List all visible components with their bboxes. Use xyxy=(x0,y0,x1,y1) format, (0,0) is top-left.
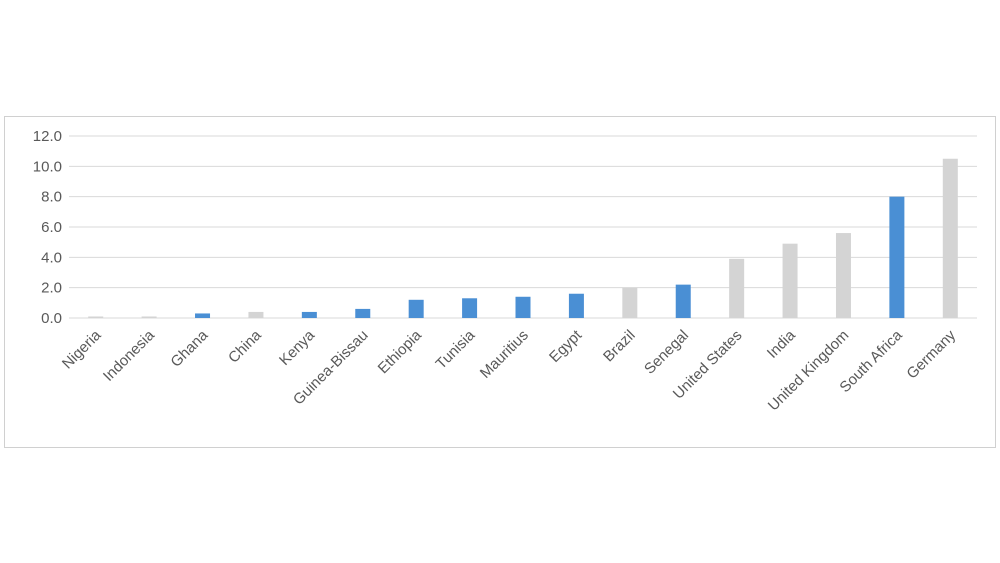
x-category-label: Mauritius xyxy=(477,327,532,382)
bar-ghana xyxy=(195,313,211,318)
bar-tunisia xyxy=(462,298,478,318)
x-category-label: India xyxy=(764,326,799,361)
y-tick-label: 2.0 xyxy=(41,280,62,297)
y-tick-label: 6.0 xyxy=(41,219,62,236)
x-category-label: Nigeria xyxy=(59,326,105,372)
y-tick-label: 0.0 xyxy=(41,310,62,327)
y-axis-ticks: 0.0 2.0 4.0 6.0 8.0 10.0 12.0 xyxy=(33,128,62,327)
bar-south-africa xyxy=(889,196,905,318)
gridlines xyxy=(69,135,977,319)
bar-brazil xyxy=(622,287,638,318)
x-category-label: Ghana xyxy=(167,326,211,370)
y-tick-label: 12.0 xyxy=(33,128,62,145)
bar-indonesia xyxy=(141,316,157,318)
bar-kenya xyxy=(301,311,317,318)
y-tick-label: 8.0 xyxy=(41,189,62,206)
bar-germany xyxy=(942,158,958,318)
x-category-label: Kenya xyxy=(276,326,319,369)
bar-china xyxy=(248,311,264,318)
bar-nigeria xyxy=(88,316,104,318)
x-category-label: Tunisia xyxy=(433,326,479,372)
chart-frame: 0.0 2.0 4.0 6.0 8.0 10.0 12.0 Nigeria Indonesia… xyxy=(4,116,996,448)
bar-egypt xyxy=(568,293,584,318)
bar-chart: 0.0 2.0 4.0 6.0 8.0 10.0 12.0 NigeriaIndonesia… xyxy=(33,128,977,414)
x-category-label: China xyxy=(225,326,265,366)
bar-mauritius xyxy=(515,296,531,318)
bars xyxy=(88,158,958,318)
bar-india xyxy=(782,243,798,318)
y-tick-label: 4.0 xyxy=(41,249,62,266)
bar-ethiopia xyxy=(408,299,424,318)
x-category-label: Ethiopia xyxy=(375,326,426,377)
x-category-label: Germany xyxy=(903,326,959,382)
bar-united-kingdom xyxy=(835,233,851,318)
x-category-label: Indonesia xyxy=(100,326,158,384)
bar-united-states xyxy=(729,258,745,318)
x-category-label: Senegal xyxy=(641,327,692,378)
x-category-label: Brazil xyxy=(600,327,639,366)
bar-guinea-bissau xyxy=(355,308,371,318)
x-category-label: Egypt xyxy=(546,326,586,366)
bar-senegal xyxy=(675,284,691,318)
y-tick-label: 10.0 xyxy=(33,158,62,175)
